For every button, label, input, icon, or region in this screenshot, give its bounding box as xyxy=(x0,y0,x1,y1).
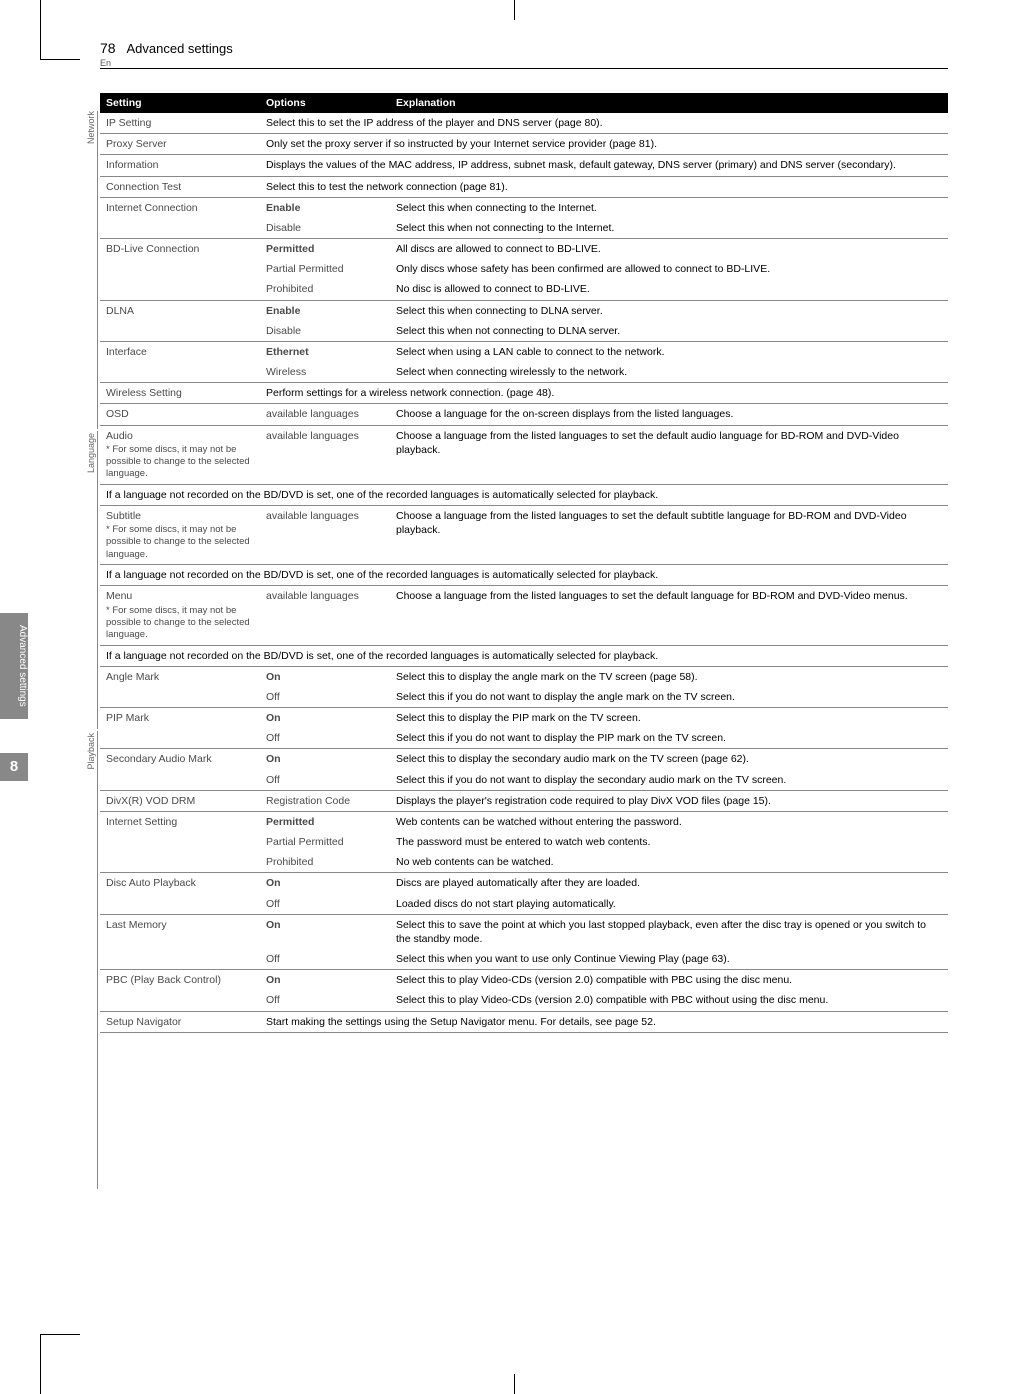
col-setting: Setting xyxy=(100,93,260,113)
col-explanation: Explanation xyxy=(390,93,948,113)
table-row: Subtitle* For some discs, it may not be … xyxy=(100,505,948,564)
section-network: Network xyxy=(86,111,96,144)
page-header: 78 Advanced settings xyxy=(100,40,948,56)
page-number: 78 xyxy=(100,40,116,56)
table-row: If a language not recorded on the BD/DVD… xyxy=(100,645,948,666)
table-row: Audio* For some discs, it may not be pos… xyxy=(100,425,948,484)
crop-mark xyxy=(514,1374,515,1394)
table-row: PIP MarkOnSelect this to display the PIP… xyxy=(100,708,948,729)
sidebar-tab: Advanced settings xyxy=(0,613,28,719)
table-row: Internet SettingPermittedWeb contents ca… xyxy=(100,811,948,832)
table-row: Angle MarkOnSelect this to display the a… xyxy=(100,666,948,687)
table-row: Setup NavigatorStart making the settings… xyxy=(100,1011,948,1032)
table-row: If a language not recorded on the BD/DVD… xyxy=(100,565,948,586)
table-row: Wireless SettingPerform settings for a w… xyxy=(100,383,948,404)
table-row: Disc Auto PlaybackOnDiscs are played aut… xyxy=(100,873,948,894)
table-row: Last MemoryOnSelect this to save the poi… xyxy=(100,914,948,949)
table-row: BD-Live ConnectionPermittedAll discs are… xyxy=(100,239,948,260)
table-row: DivX(R) VOD DRMRegistration CodeDisplays… xyxy=(100,790,948,811)
section-bar xyxy=(97,731,98,1189)
col-options: Options xyxy=(260,93,390,113)
table-row: Menu* For some discs, it may not be poss… xyxy=(100,586,948,645)
table-row: DLNAEnableSelect this when connecting to… xyxy=(100,300,948,321)
table-row: Connection TestSelect this to test the n… xyxy=(100,176,948,197)
table-row: IP SettingSelect this to set the IP addr… xyxy=(100,113,948,134)
sidebar-chapter: 8 xyxy=(0,753,28,781)
table-row: InformationDisplays the values of the MA… xyxy=(100,155,948,176)
crop-mark xyxy=(40,0,80,60)
page-title: Advanced settings xyxy=(126,41,232,56)
crop-mark xyxy=(514,0,515,20)
table-row: Internet ConnectionEnableSelect this whe… xyxy=(100,197,948,218)
settings-table-container: Network Language Playback Advanced setti… xyxy=(100,93,948,1033)
section-playback: Playback xyxy=(86,733,96,770)
section-bar xyxy=(97,431,98,729)
table-row: InterfaceEthernetSelect when using a LAN… xyxy=(100,341,948,362)
table-row: PBC (Play Back Control)OnSelect this to … xyxy=(100,970,948,991)
section-language: Language xyxy=(86,433,96,473)
lang-label: En xyxy=(100,58,948,68)
table-row: Proxy ServerOnly set the proxy server if… xyxy=(100,134,948,155)
table-header-row: Setting Options Explanation xyxy=(100,93,948,113)
section-bar xyxy=(97,111,98,429)
crop-mark xyxy=(40,1334,80,1394)
table-row: Secondary Audio MarkOnSelect this to dis… xyxy=(100,749,948,770)
settings-table: Setting Options Explanation IP SettingSe… xyxy=(100,93,948,1033)
table-row: OSDavailable languagesChoose a language … xyxy=(100,404,948,425)
table-row: If a language not recorded on the BD/DVD… xyxy=(100,484,948,505)
page: 78 Advanced settings En Network Language… xyxy=(0,0,1028,1394)
header-rule xyxy=(100,68,948,69)
